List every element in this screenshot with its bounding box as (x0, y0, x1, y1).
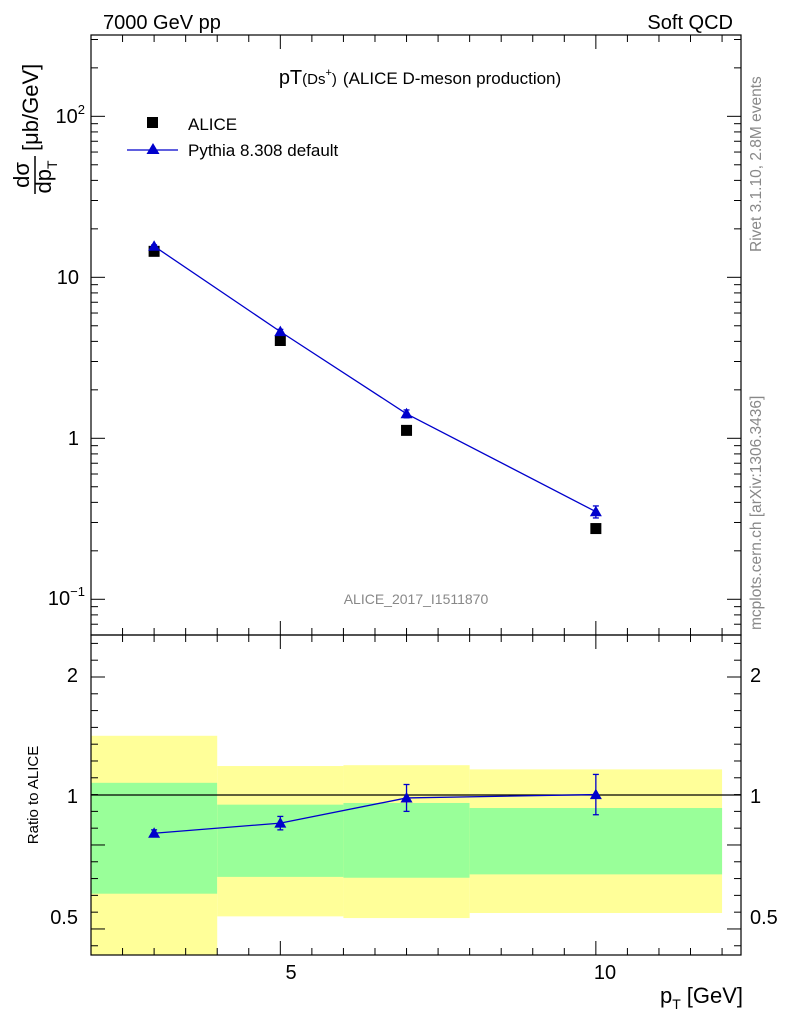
data-point (148, 245, 160, 257)
ratio-ylabel: Ratio to ALICE (25, 746, 42, 844)
legend-marker-alice (147, 117, 158, 128)
xtick-label: 10 (594, 962, 616, 984)
chart-title: pT(Ds+) (ALICE D-meson production) (279, 67, 561, 89)
main-ytick-label: 1 (68, 428, 79, 450)
mc-point (589, 505, 602, 517)
data-point (274, 335, 286, 347)
band-inner (469, 808, 723, 875)
main-ytick-label: 10−1 (48, 584, 85, 610)
ratio-ytick-label-right: 0.5 (750, 907, 778, 929)
ratio-mc-point (400, 791, 413, 803)
ratio-ytick-label-right: 2 (750, 665, 761, 687)
mcplots-label: mcplots.cern.ch [arXiv:1306.3436] (748, 396, 765, 630)
xtick-label: 5 (285, 962, 296, 984)
svg-text:10−1: 10−1 (48, 584, 85, 610)
band-inner (343, 802, 470, 878)
ratio-series (148, 773, 602, 838)
ratio-mc-point (148, 827, 161, 838)
mc-point (148, 240, 161, 251)
mc-point (274, 325, 287, 337)
legend: ALICE Pythia 8.308 default (127, 115, 339, 160)
main-ticks (90, 35, 741, 636)
data-point (401, 424, 413, 436)
ratio-ytick-label: 2 (67, 665, 78, 687)
mc-line (153, 245, 597, 513)
ratio-mc-point (589, 788, 602, 800)
rivet-label: Rivet 3.1.10, 2.8M events (748, 76, 765, 252)
mc-point (400, 407, 413, 419)
legend-label-pythia: Pythia 8.308 default (188, 141, 339, 160)
ratio-mc-line (154, 793, 596, 834)
svg-text:[μb/GeV]: [μb/GeV] (18, 64, 43, 151)
band-inner (91, 782, 218, 894)
main-ytick-label: 102 (56, 102, 85, 128)
svg-text:dpT: dpT (31, 160, 60, 193)
ratio-mc-point (274, 817, 287, 828)
xlabel: pT [GeV] (660, 983, 743, 1012)
analysis-id-label: ALICE_2017_I1511870 (344, 591, 489, 607)
ratio-bands (91, 735, 723, 955)
main-series (148, 240, 602, 535)
legend-label-alice: ALICE (188, 115, 237, 134)
ratio-ytick-label-right: 1 (750, 786, 761, 808)
energy-label: 7000 GeV pp (103, 12, 221, 34)
data-point (590, 523, 602, 535)
main-ylabel: dσ dpT [μb/GeV] (9, 64, 60, 194)
legend-marker-pythia (146, 143, 160, 154)
svg-text:102: 102 (56, 102, 85, 128)
process-label: Soft QCD (647, 12, 733, 34)
ratio-ytick-label: 0.5 (50, 907, 78, 929)
svg-text:dσ: dσ (9, 162, 34, 188)
ratio-ticks (90, 635, 741, 955)
ratio-ytick-label: 1 (67, 786, 78, 808)
main-ytick-label: 10 (57, 267, 79, 289)
band-inner (217, 804, 344, 877)
